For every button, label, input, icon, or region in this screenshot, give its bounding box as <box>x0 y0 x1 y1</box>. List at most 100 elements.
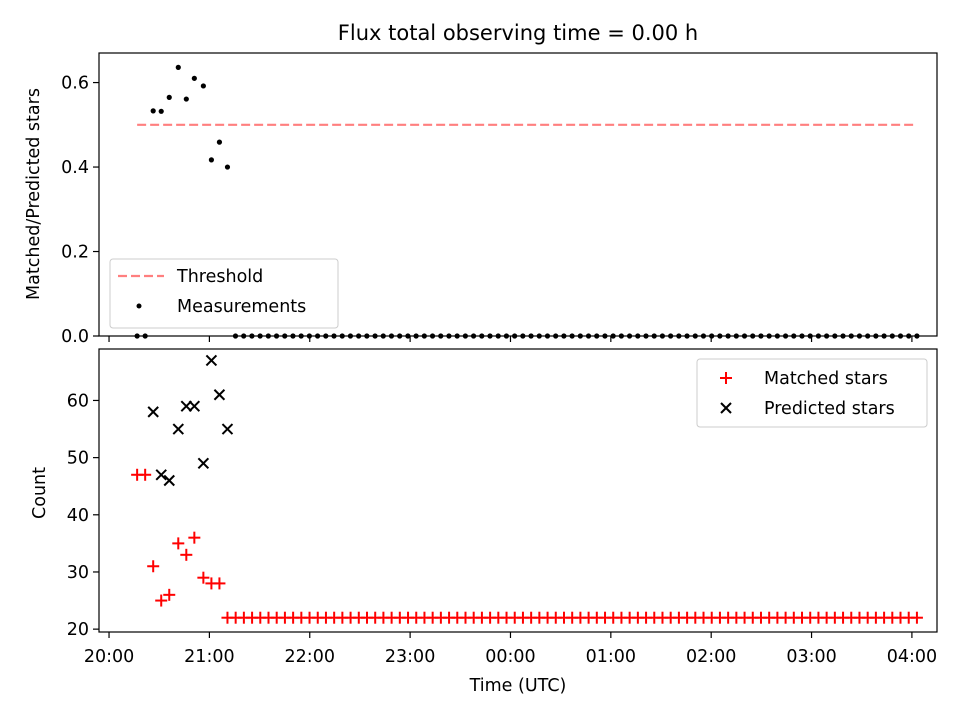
predicted-star-point <box>163 474 175 487</box>
legend-threshold-label: Threshold <box>176 267 263 287</box>
legend-measurements-label: Measurements <box>177 297 306 317</box>
measurement-point <box>544 333 551 339</box>
measurement-point <box>200 83 206 89</box>
measurement-point <box>265 333 271 339</box>
y-tick-label: 20 <box>67 620 89 640</box>
measurement-point <box>487 333 493 339</box>
predicted-star-point <box>147 406 159 418</box>
measurement-point <box>520 333 526 339</box>
measurement-point <box>438 333 444 339</box>
matched-star-point <box>147 560 160 573</box>
measurement-point <box>306 333 312 339</box>
measurement-point <box>881 333 887 339</box>
measurement-point <box>651 333 657 339</box>
matched-star-point <box>910 611 923 624</box>
chart-title: Flux total observing time = 0.00 h <box>338 21 698 45</box>
measurement-point <box>569 333 575 339</box>
measurement-point <box>618 333 624 339</box>
matched-star-point <box>197 571 210 584</box>
measurement-point <box>709 333 715 339</box>
measurement-point <box>610 333 616 339</box>
legend-matched-label: Matched stars <box>764 369 888 389</box>
x-tick-label: 00:00 <box>485 647 535 667</box>
measurement-point <box>405 333 411 339</box>
legend-measurements-swatch <box>136 303 142 309</box>
predicted-star-point <box>205 354 218 367</box>
measurement-point <box>208 157 215 163</box>
legend-predicted-label: Predicted stars <box>764 399 895 419</box>
measurement-point <box>824 333 830 339</box>
bottom-legend: Matched stars Predicted stars <box>696 358 928 428</box>
measurement-point <box>676 333 682 339</box>
matched-star-point <box>139 468 152 481</box>
measurement-point <box>347 333 354 339</box>
measurement-point <box>142 333 148 339</box>
bottom-marks <box>131 354 923 624</box>
measurement-point <box>626 333 633 339</box>
measurement-point <box>224 164 231 170</box>
measurement-point <box>766 333 772 339</box>
measurement-point <box>782 333 789 339</box>
y-tick-label: 50 <box>67 449 89 469</box>
measurement-point <box>914 333 920 339</box>
y-tick-label: 40 <box>67 506 89 526</box>
measurement-point <box>725 333 731 339</box>
measurement-point <box>191 75 197 81</box>
measurement-point <box>602 333 608 339</box>
y-tick-label: 30 <box>67 563 89 583</box>
matched-star-point <box>172 537 185 550</box>
measurement-point <box>372 333 378 339</box>
measurement-point <box>413 333 419 339</box>
measurement-point <box>906 333 912 339</box>
measurement-point <box>758 333 764 339</box>
measurement-point <box>290 333 296 339</box>
measurement-point <box>528 333 534 339</box>
measurement-point <box>462 333 468 339</box>
measurement-point <box>397 333 403 339</box>
x-axis-label: Time (UTC) <box>469 676 567 696</box>
x-tick-label: 02:00 <box>686 647 736 667</box>
measurement-point <box>232 333 239 339</box>
measurement-point <box>815 333 822 339</box>
legend-matched-swatch <box>720 372 732 384</box>
y-tick-label: 0.6 <box>61 74 89 94</box>
measurement-point <box>889 333 895 339</box>
matched-star-point <box>180 548 193 561</box>
measurement-point <box>421 333 427 339</box>
x-tick-label: 03:00 <box>786 647 836 667</box>
measurement-point <box>446 333 452 339</box>
measurement-point <box>643 333 649 339</box>
top-legend-box <box>109 258 339 329</box>
measurement-point <box>561 333 567 339</box>
measurement-point <box>684 333 690 339</box>
measurement-point <box>454 333 460 339</box>
measurement-point <box>175 64 181 70</box>
measurement-point <box>150 108 156 114</box>
measurement-point <box>298 333 304 339</box>
measurement-point <box>364 333 370 339</box>
measurement-point <box>717 333 723 339</box>
measurement-point <box>799 333 805 339</box>
matched-star-point <box>213 577 226 590</box>
measurement-point <box>733 333 739 339</box>
measurement-point <box>257 333 263 339</box>
y-tick-label: 0.4 <box>61 158 89 178</box>
matched-star-point <box>155 594 168 607</box>
bottom-y-ticks: 20 30 40 50 60 <box>67 391 99 640</box>
predicted-star-point <box>172 423 184 435</box>
measurement-point <box>249 333 255 339</box>
top-y-ticks: 0.0 0.2 0.4 0.6 <box>61 74 99 347</box>
measurement-point <box>577 333 583 339</box>
measurement-point <box>331 333 337 339</box>
bottom-legend-box <box>696 358 928 428</box>
top-y-axis-label: Matched/Predicted stars <box>24 88 44 300</box>
measurement-point <box>791 333 797 339</box>
measurement-point <box>873 333 879 339</box>
top-legend: Threshold Measurements <box>109 258 339 329</box>
x-tick-label: 20:00 <box>84 647 134 667</box>
measurement-point <box>134 333 140 339</box>
measurement-point <box>741 333 748 339</box>
measurement-point <box>339 333 345 339</box>
y-tick-label: 0.0 <box>61 327 89 347</box>
predicted-star-point <box>197 457 210 470</box>
